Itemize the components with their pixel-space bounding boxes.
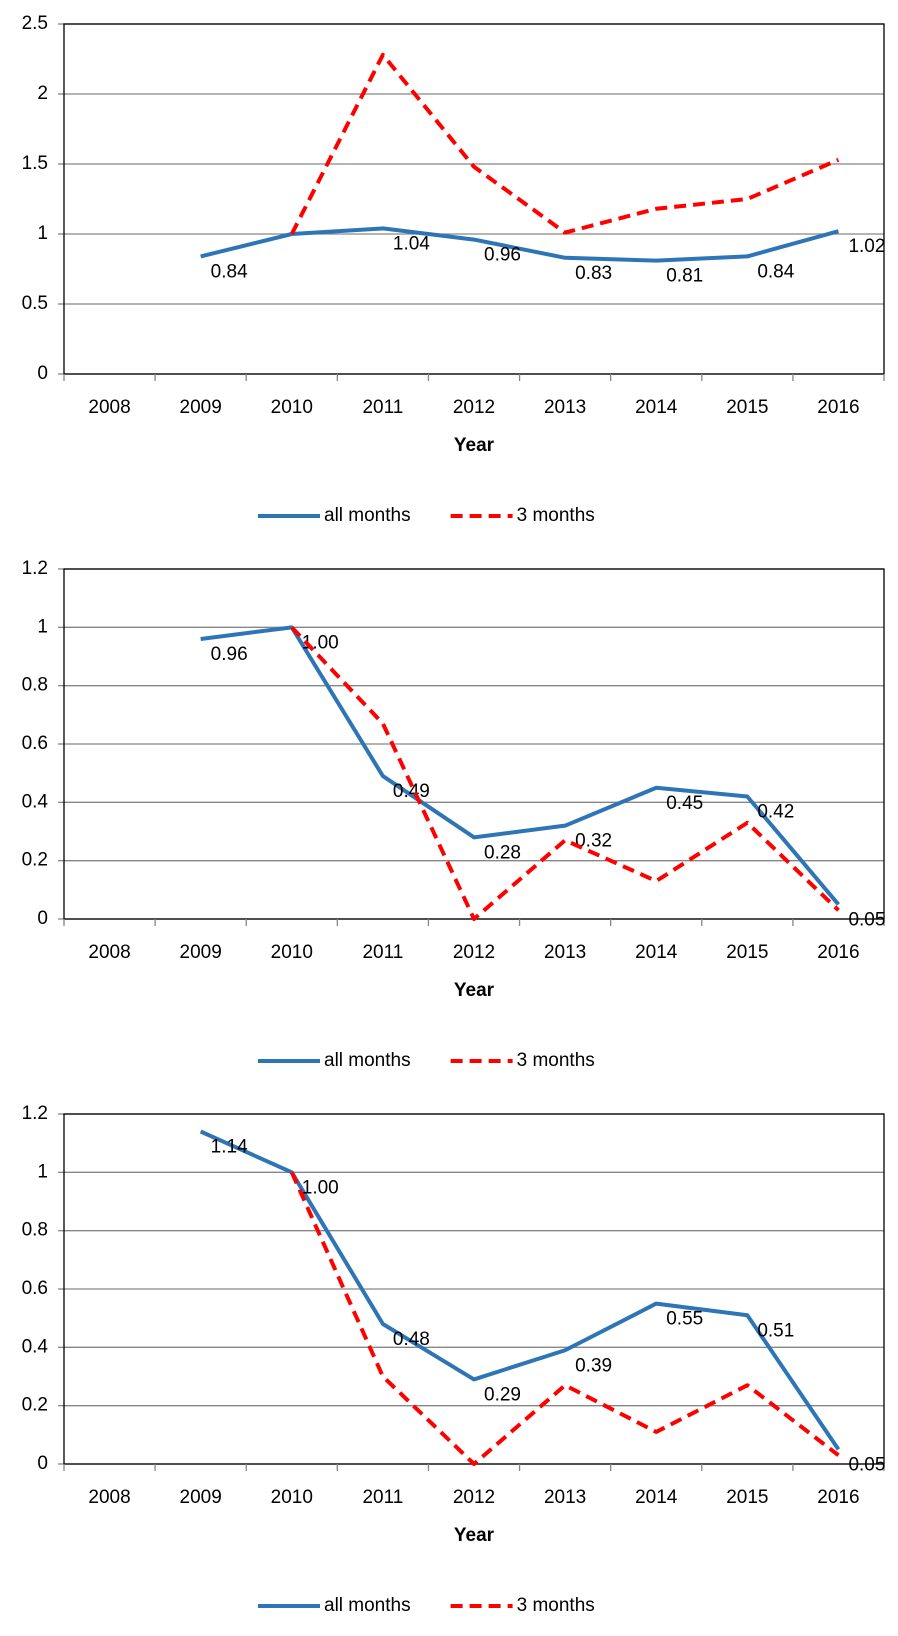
y-tick-label: 1 xyxy=(37,223,48,244)
series-line xyxy=(200,226,839,263)
x-tick-label: 2013 xyxy=(544,397,586,418)
data-label: 1.02 xyxy=(848,236,885,257)
x-tick-label: 2011 xyxy=(362,1487,403,1508)
x-tick-label: 2012 xyxy=(453,397,495,418)
y-tick-label: 1.2 xyxy=(22,558,48,579)
x-tick-label: 2012 xyxy=(453,1487,495,1508)
data-label: 0.84 xyxy=(211,261,248,282)
data-label: 0.45 xyxy=(666,793,703,814)
data-label: 1.04 xyxy=(393,233,430,254)
plot-frame xyxy=(63,23,885,375)
x-tick-label: 2008 xyxy=(88,1487,130,1508)
y-tick-label: 0.4 xyxy=(22,1336,49,1357)
data-label: 0.81 xyxy=(666,266,703,287)
legend-label: all months xyxy=(324,1595,411,1616)
data-label: 0.84 xyxy=(757,261,794,282)
x-tick-label: 2010 xyxy=(271,942,313,963)
data-label: 1.00 xyxy=(302,1177,339,1198)
y-tick-label: 0 xyxy=(37,363,48,384)
data-label: 0.49 xyxy=(393,781,430,802)
series-line xyxy=(289,52,840,235)
x-tick-label: 2014 xyxy=(635,1487,678,1508)
y-tick-label: 0.4 xyxy=(22,791,49,812)
data-label: 0.83 xyxy=(575,263,612,284)
legend-label: all months xyxy=(324,505,411,526)
x-tick-label: 2015 xyxy=(726,1487,768,1508)
y-tick-label: 2 xyxy=(37,83,48,104)
y-tick-label: 0.6 xyxy=(22,733,48,754)
x-tick-label: 2016 xyxy=(817,942,859,963)
data-label: 0.48 xyxy=(393,1329,430,1350)
data-label: 0.29 xyxy=(484,1384,521,1405)
data-label: 0.55 xyxy=(666,1309,703,1330)
data-label: 0.96 xyxy=(484,245,521,266)
x-tick-label: 2010 xyxy=(271,397,313,418)
legend-label: 3 months xyxy=(517,1595,595,1616)
x-tick-label: 2013 xyxy=(544,1487,586,1508)
series-line xyxy=(200,625,840,906)
legend-label: all months xyxy=(324,1050,411,1071)
x-axis-title: Year xyxy=(454,1525,495,1546)
legend-label: 3 months xyxy=(517,505,595,526)
x-tick-label: 2016 xyxy=(817,397,859,418)
y-tick-label: 1 xyxy=(37,1161,48,1182)
legend-label: 3 months xyxy=(517,1050,595,1071)
data-label: 1.14 xyxy=(211,1137,248,1158)
y-tick-label: 0.8 xyxy=(22,1220,48,1241)
y-tick-label: 0.6 xyxy=(22,1278,48,1299)
x-axis-title: Year xyxy=(454,980,495,1001)
y-tick-label: 1 xyxy=(37,616,48,637)
x-tick-label: 2014 xyxy=(635,397,678,418)
x-tick-label: 2016 xyxy=(817,1487,859,1508)
y-tick-label: 2.5 xyxy=(22,13,48,34)
series-line xyxy=(290,625,840,921)
series-line xyxy=(199,1129,841,1451)
x-tick-label: 2010 xyxy=(271,1487,313,1508)
x-tick-label: 2009 xyxy=(180,942,222,963)
x-tick-label: 2011 xyxy=(362,397,403,418)
y-tick-label: 0 xyxy=(37,1453,48,1474)
y-tick-label: 0 xyxy=(37,908,48,929)
data-label: 0.96 xyxy=(211,644,248,665)
x-tick-label: 2015 xyxy=(726,397,768,418)
y-tick-label: 0.8 xyxy=(22,675,48,696)
y-tick-label: 0.2 xyxy=(22,1395,48,1416)
x-axis-title: Year xyxy=(454,435,495,456)
data-label: 0.28 xyxy=(484,842,521,863)
data-label: 0.51 xyxy=(757,1320,794,1341)
x-tick-label: 2014 xyxy=(635,942,678,963)
data-label: 0.32 xyxy=(575,831,612,852)
x-tick-label: 2013 xyxy=(544,942,586,963)
x-tick-label: 2012 xyxy=(453,942,495,963)
data-label: 0.39 xyxy=(575,1355,612,1376)
x-tick-label: 2008 xyxy=(88,942,130,963)
x-tick-label: 2009 xyxy=(180,1487,222,1508)
data-label: 0.05 xyxy=(848,909,885,930)
data-label: 0.42 xyxy=(757,802,794,823)
y-tick-label: 0.2 xyxy=(22,850,48,871)
x-tick-label: 2015 xyxy=(726,942,768,963)
x-tick-label: 2008 xyxy=(88,397,130,418)
y-tick-label: 0.5 xyxy=(22,293,48,314)
x-tick-label: 2011 xyxy=(362,942,403,963)
x-tick-label: 2009 xyxy=(180,397,222,418)
series-line xyxy=(289,1171,840,1466)
y-tick-label: 1.2 xyxy=(22,1103,48,1124)
y-tick-label: 1.5 xyxy=(22,153,48,174)
data-label: 0.05 xyxy=(848,1454,885,1475)
